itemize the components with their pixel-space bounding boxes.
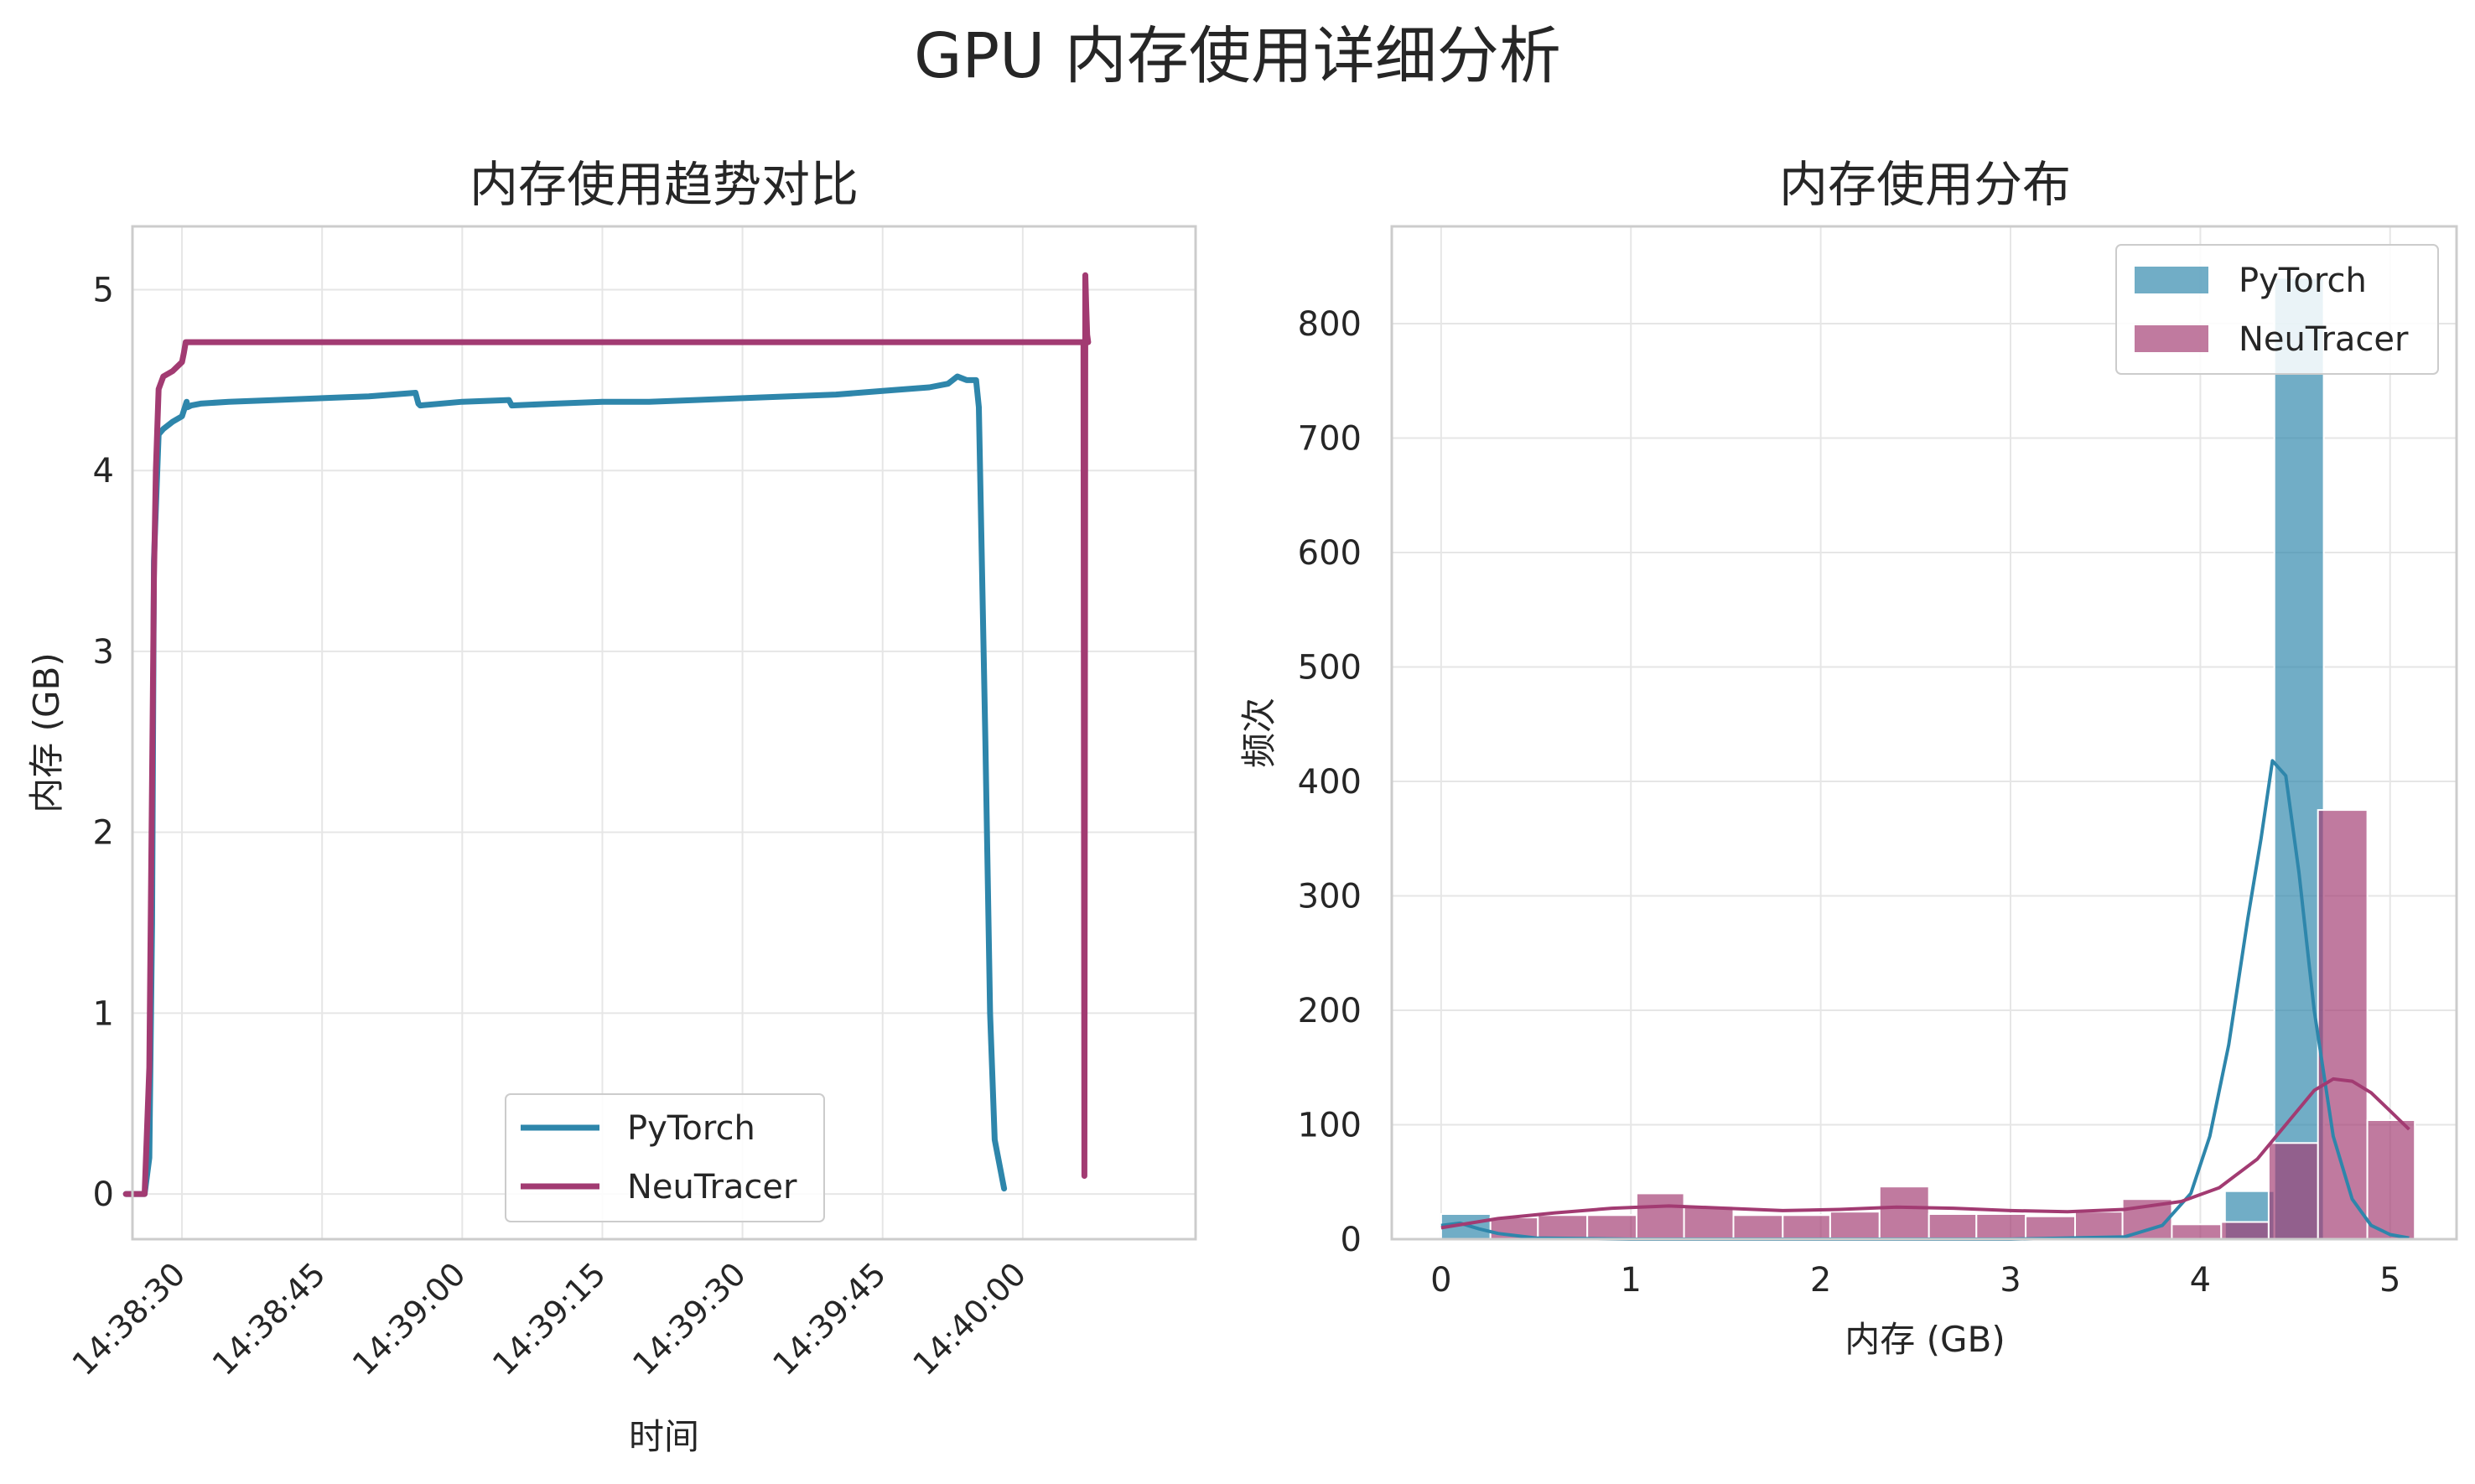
y-tick-label: 3	[93, 633, 114, 672]
x-tick-label: 1	[1621, 1261, 1642, 1300]
x-tick-label: 14:39:45	[765, 1255, 893, 1383]
histogram-bar-neutracer	[1928, 1213, 1978, 1240]
y-tick-label: 500	[1298, 649, 1362, 688]
histogram-bars	[1440, 277, 2416, 1241]
line-series-pytorch	[122, 373, 1008, 1197]
legend-label-pytorch: PyTorch	[627, 1109, 755, 1148]
histogram-bar-neutracer	[1537, 1214, 1589, 1241]
histogram-x-label: 内存 (GB)	[1845, 1319, 2005, 1360]
y-tick-label: 400	[1298, 763, 1362, 802]
y-tick-label: 700	[1298, 420, 1362, 459]
histogram-bar-neutracer	[2171, 1223, 2223, 1241]
line-chart-plot-area	[132, 226, 1196, 1239]
histogram-bar-neutracer	[1683, 1205, 1735, 1241]
histogram-bar-pytorch	[2273, 277, 2325, 1240]
x-tick-label: 14:38:30	[65, 1255, 193, 1383]
y-tick-label: 600	[1298, 534, 1362, 573]
x-tick-label: 14:39:15	[485, 1255, 613, 1383]
histogram-bar-neutracer	[2267, 1142, 2319, 1241]
y-tick-label: 0	[1341, 1221, 1362, 1259]
y-tick-label: 4	[93, 452, 114, 490]
legend-label-neutracer: NeuTracer	[627, 1168, 797, 1206]
x-tick-label: 5	[2379, 1261, 2400, 1300]
legend-label-neutracer: NeuTracer	[2239, 320, 2409, 359]
histogram-kde-curves	[1440, 759, 2410, 1241]
y-tick-label: 2	[93, 814, 114, 853]
x-tick-label: 14:40:00	[905, 1255, 1033, 1383]
histogram-tick-labels: 0 100 200 300 400 500 600 700 800 0 1 2 3 4 5	[1298, 305, 2401, 1300]
histogram-bar-neutracer	[1636, 1192, 1685, 1241]
histogram-title: 内存使用分布	[1779, 156, 2071, 213]
y-tick-label: 1	[93, 994, 114, 1033]
kde-curve-neutracer	[1440, 1077, 2410, 1230]
y-tick-label: 300	[1298, 878, 1362, 916]
line-chart-grid	[132, 226, 1196, 1239]
line-chart-series	[122, 272, 1092, 1197]
histogram-bar-neutracer	[2317, 809, 2369, 1240]
line-chart-frame	[131, 225, 1197, 1241]
histogram-bar-neutracer	[1829, 1211, 1881, 1240]
histogram-bar-neutracer	[2074, 1211, 2124, 1240]
x-tick-label: 14:38:45	[205, 1255, 333, 1383]
y-tick-label: 5	[93, 272, 114, 310]
x-tick-label: 4	[2190, 1261, 2211, 1300]
histogram-bar-neutracer	[2366, 1119, 2416, 1240]
kde-curve-pytorch	[1440, 759, 2410, 1241]
x-tick-label: 3	[2000, 1261, 2021, 1300]
histogram-bar-neutracer	[2220, 1221, 2270, 1240]
x-tick-label: 14:39:30	[625, 1255, 753, 1383]
x-tick-label: 0	[1430, 1261, 1451, 1300]
y-tick-label: 200	[1298, 992, 1362, 1030]
y-tick-label: 0	[93, 1175, 114, 1214]
histogram-bar-neutracer	[2025, 1215, 2077, 1240]
histogram-bar-neutracer	[1878, 1186, 1930, 1240]
legend-swatch-neutracer	[2135, 325, 2208, 352]
y-tick-label: 100	[1298, 1107, 1362, 1145]
line-chart-y-label: 内存 (GB)	[26, 652, 67, 812]
histogram-panel: 内存使用分布 0 100 200 300 400 500 600 700 800 0 1 2 3 4 5 内…	[1238, 156, 2458, 1360]
x-tick-label: 14:39:00	[345, 1255, 473, 1383]
histogram-bar-neutracer	[1782, 1214, 1831, 1241]
figure-title: GPU 内存使用详细分析	[914, 20, 1561, 92]
line-chart-title: 内存使用趋势对比	[470, 156, 859, 213]
line-chart-legend: PyTorch NeuTracer	[505, 1093, 825, 1222]
y-tick-label: 800	[1298, 305, 1362, 344]
line-series-neutracer	[122, 272, 1092, 1197]
histogram-legend: PyTorch NeuTracer	[2115, 244, 2439, 375]
line-chart-x-label: 时间	[629, 1416, 699, 1457]
histogram-bar-neutracer	[1732, 1214, 1784, 1241]
histogram-bar-neutracer	[1586, 1214, 1638, 1241]
x-tick-label: 2	[1810, 1261, 1831, 1300]
legend-label-pytorch: PyTorch	[2239, 262, 2367, 300]
legend-swatch-pytorch	[2135, 267, 2208, 293]
histogram-bar-neutracer	[1975, 1213, 2027, 1240]
histogram-y-label: 频次	[1238, 698, 1279, 768]
histogram-frame	[1390, 225, 2458, 1241]
